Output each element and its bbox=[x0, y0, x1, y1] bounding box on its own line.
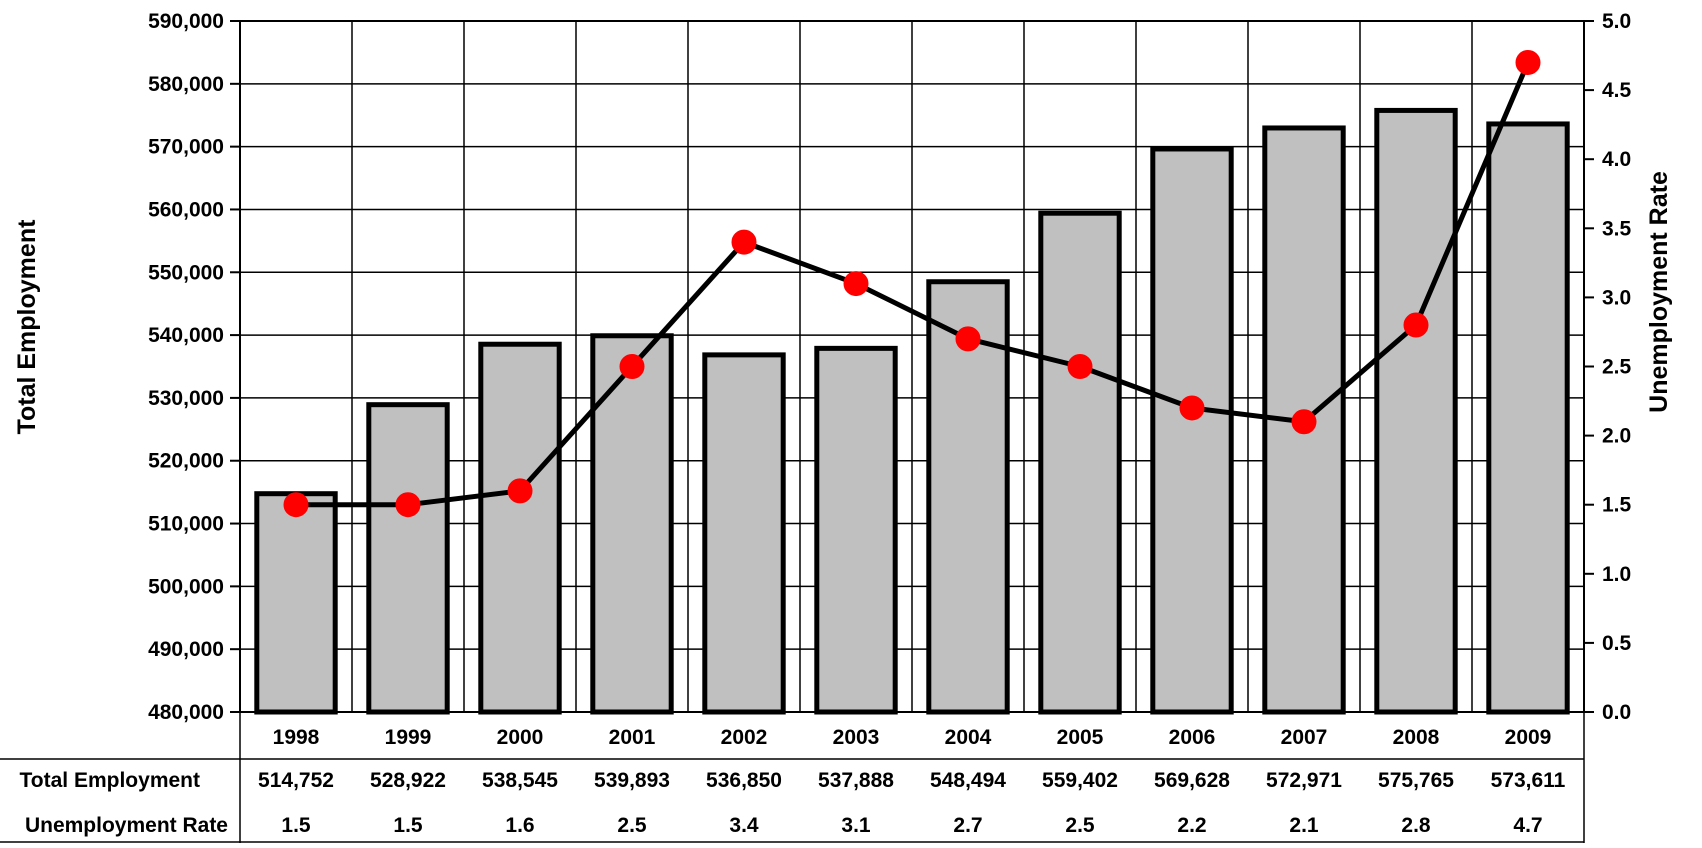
rate-point-2002 bbox=[731, 229, 757, 255]
unemployment-rate-line bbox=[296, 61, 1531, 508]
x-tick-label: 2007 bbox=[1281, 726, 1328, 749]
x-tick-label: 2005 bbox=[1057, 726, 1104, 749]
x-tick-label: 2008 bbox=[1393, 726, 1440, 749]
rate-point-2000 bbox=[507, 478, 533, 504]
x-tick-label: 1998 bbox=[273, 726, 320, 749]
x-tick-label: 2004 bbox=[945, 726, 992, 749]
table-cell-employment: 528,922 bbox=[370, 769, 446, 792]
y-tick-label: 480,000 bbox=[148, 701, 224, 724]
y2-axis-title: Unemployment Rate bbox=[1645, 171, 1673, 413]
table-cell-rate: 4.7 bbox=[1513, 814, 1542, 837]
x-tick-label: 2003 bbox=[833, 726, 880, 749]
bar-2001 bbox=[590, 333, 674, 715]
table-cell-rate: 1.5 bbox=[281, 814, 311, 837]
y-tick-label: 500,000 bbox=[148, 575, 224, 598]
table-row-label-unemployment: Unemployment Rate bbox=[25, 814, 228, 837]
y-tick-label: 570,000 bbox=[148, 136, 224, 159]
y2-tick-label: 2.5 bbox=[1602, 356, 1632, 379]
bar-2008 bbox=[1374, 107, 1458, 715]
table-row-label-employment: Total Employment bbox=[20, 769, 200, 792]
table-cell-rate: 1.5 bbox=[393, 814, 423, 837]
rate-point-2006 bbox=[1179, 395, 1205, 421]
x-tick-label: 2006 bbox=[1169, 726, 1216, 749]
y-tick-label: 530,000 bbox=[148, 387, 224, 410]
rate-point-2009 bbox=[1515, 49, 1541, 75]
table-cell-employment: 548,494 bbox=[930, 769, 1006, 792]
bar-2000 bbox=[478, 341, 562, 715]
table-cell-rate: 2.1 bbox=[1289, 814, 1319, 837]
rate-point-2007 bbox=[1291, 409, 1317, 435]
table-cell-employment: 573,611 bbox=[1491, 769, 1566, 792]
plot-border bbox=[239, 20, 1585, 713]
bar-2004 bbox=[926, 279, 1010, 715]
y-axis-title: Total Employment bbox=[13, 219, 41, 435]
x-tick-label: 2002 bbox=[721, 726, 768, 749]
table-cell-employment: 538,545 bbox=[482, 769, 558, 792]
table-cell-rate: 3.4 bbox=[729, 814, 759, 837]
bar-2009 bbox=[1486, 121, 1570, 715]
bar-2003 bbox=[814, 345, 898, 715]
rate-point-2003 bbox=[843, 271, 869, 297]
rate-point-2004 bbox=[955, 326, 981, 352]
table-cell-employment: 539,893 bbox=[594, 769, 670, 792]
table-cell-rate: 3.1 bbox=[841, 814, 871, 837]
rate-point-2008 bbox=[1403, 312, 1429, 338]
table-cell-employment: 537,888 bbox=[818, 769, 894, 792]
bar-2005 bbox=[1038, 210, 1122, 715]
table-cell-rate: 2.7 bbox=[953, 814, 982, 837]
table-cell-employment: 569,628 bbox=[1154, 769, 1230, 792]
y-tick-label: 510,000 bbox=[148, 513, 224, 536]
y2-tick-label: 3.0 bbox=[1602, 286, 1631, 309]
y2-tick-label: 3.5 bbox=[1602, 217, 1632, 240]
bar-1999 bbox=[366, 402, 450, 715]
y-tick-label: 550,000 bbox=[148, 261, 224, 284]
y-tick-label: 540,000 bbox=[148, 324, 224, 347]
table-cell-rate: 1.6 bbox=[505, 814, 534, 837]
table-cell-employment: 572,971 bbox=[1266, 769, 1342, 792]
x-tick-label: 2000 bbox=[497, 726, 544, 749]
y-tick-label: 520,000 bbox=[148, 450, 224, 473]
bar-1998 bbox=[254, 491, 338, 715]
y-tick-label: 580,000 bbox=[148, 73, 224, 96]
bar-2002 bbox=[702, 352, 786, 715]
y-tick-label: 590,000 bbox=[148, 10, 224, 33]
table-cell-rate: 2.8 bbox=[1401, 814, 1431, 837]
y2-tick-label: 0.5 bbox=[1602, 632, 1632, 655]
x-tick-label: 2009 bbox=[1505, 726, 1552, 749]
table-cell-employment: 559,402 bbox=[1042, 769, 1118, 792]
rate-point-2001 bbox=[619, 354, 645, 379]
rate-point-1999 bbox=[395, 492, 421, 518]
table-cell-employment: 575,765 bbox=[1378, 769, 1454, 792]
bar-2006 bbox=[1150, 146, 1234, 715]
y-tick-label: 560,000 bbox=[148, 198, 224, 221]
table-cell-employment: 514,752 bbox=[258, 769, 334, 792]
rate-point-1998 bbox=[283, 492, 309, 518]
y-tick-label: 490,000 bbox=[148, 638, 224, 661]
x-tick-label: 2001 bbox=[609, 726, 656, 749]
x-tick-label: 1999 bbox=[385, 726, 432, 749]
y2-tick-label: 4.5 bbox=[1602, 79, 1632, 102]
table-cell-rate: 2.5 bbox=[1065, 814, 1095, 837]
y2-tick-label: 0.0 bbox=[1602, 701, 1631, 724]
y2-tick-label: 2.0 bbox=[1602, 425, 1631, 448]
y2-tick-label: 4.0 bbox=[1602, 148, 1631, 171]
y2-tick-label: 1.0 bbox=[1602, 563, 1631, 586]
table-cell-employment: 536,850 bbox=[706, 769, 782, 792]
y2-tick-label: 5.0 bbox=[1602, 10, 1631, 33]
y2-tick-label: 1.5 bbox=[1602, 494, 1632, 517]
table-cell-rate: 2.5 bbox=[617, 814, 647, 837]
rate-point-2005 bbox=[1067, 354, 1093, 379]
table-cell-rate: 2.2 bbox=[1177, 814, 1206, 837]
